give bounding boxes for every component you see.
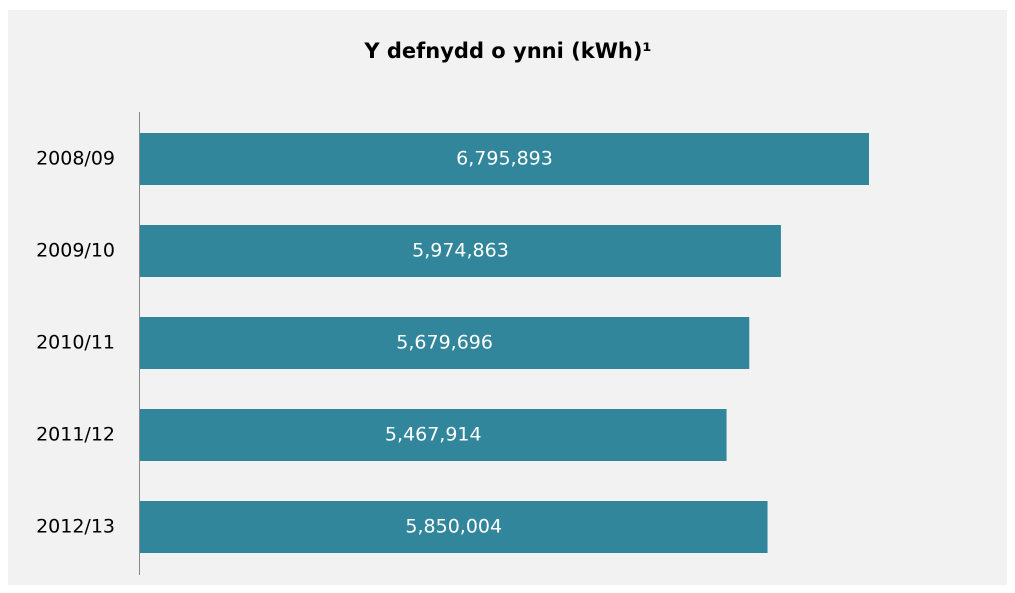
y-tick-label: 2009/10 bbox=[36, 240, 115, 262]
bar bbox=[140, 501, 768, 553]
y-tick-label: 2012/13 bbox=[36, 516, 115, 538]
data-label: 5,974,863 bbox=[412, 240, 509, 262]
bar bbox=[140, 409, 727, 461]
data-label: 5,850,004 bbox=[405, 516, 502, 538]
y-tick-label: 2008/09 bbox=[36, 148, 115, 170]
bar bbox=[140, 225, 781, 277]
data-label: 5,679,696 bbox=[396, 332, 493, 354]
data-label: 5,467,914 bbox=[385, 424, 482, 446]
bar bbox=[140, 317, 750, 369]
y-tick-label: 2011/12 bbox=[36, 424, 115, 446]
chart-background bbox=[8, 10, 1007, 585]
chart-title: Y defnydd o ynni (kWh)¹ bbox=[363, 39, 651, 63]
data-label: 6,795,893 bbox=[456, 148, 553, 170]
bar bbox=[140, 133, 869, 185]
y-tick-label: 2010/11 bbox=[36, 332, 115, 354]
